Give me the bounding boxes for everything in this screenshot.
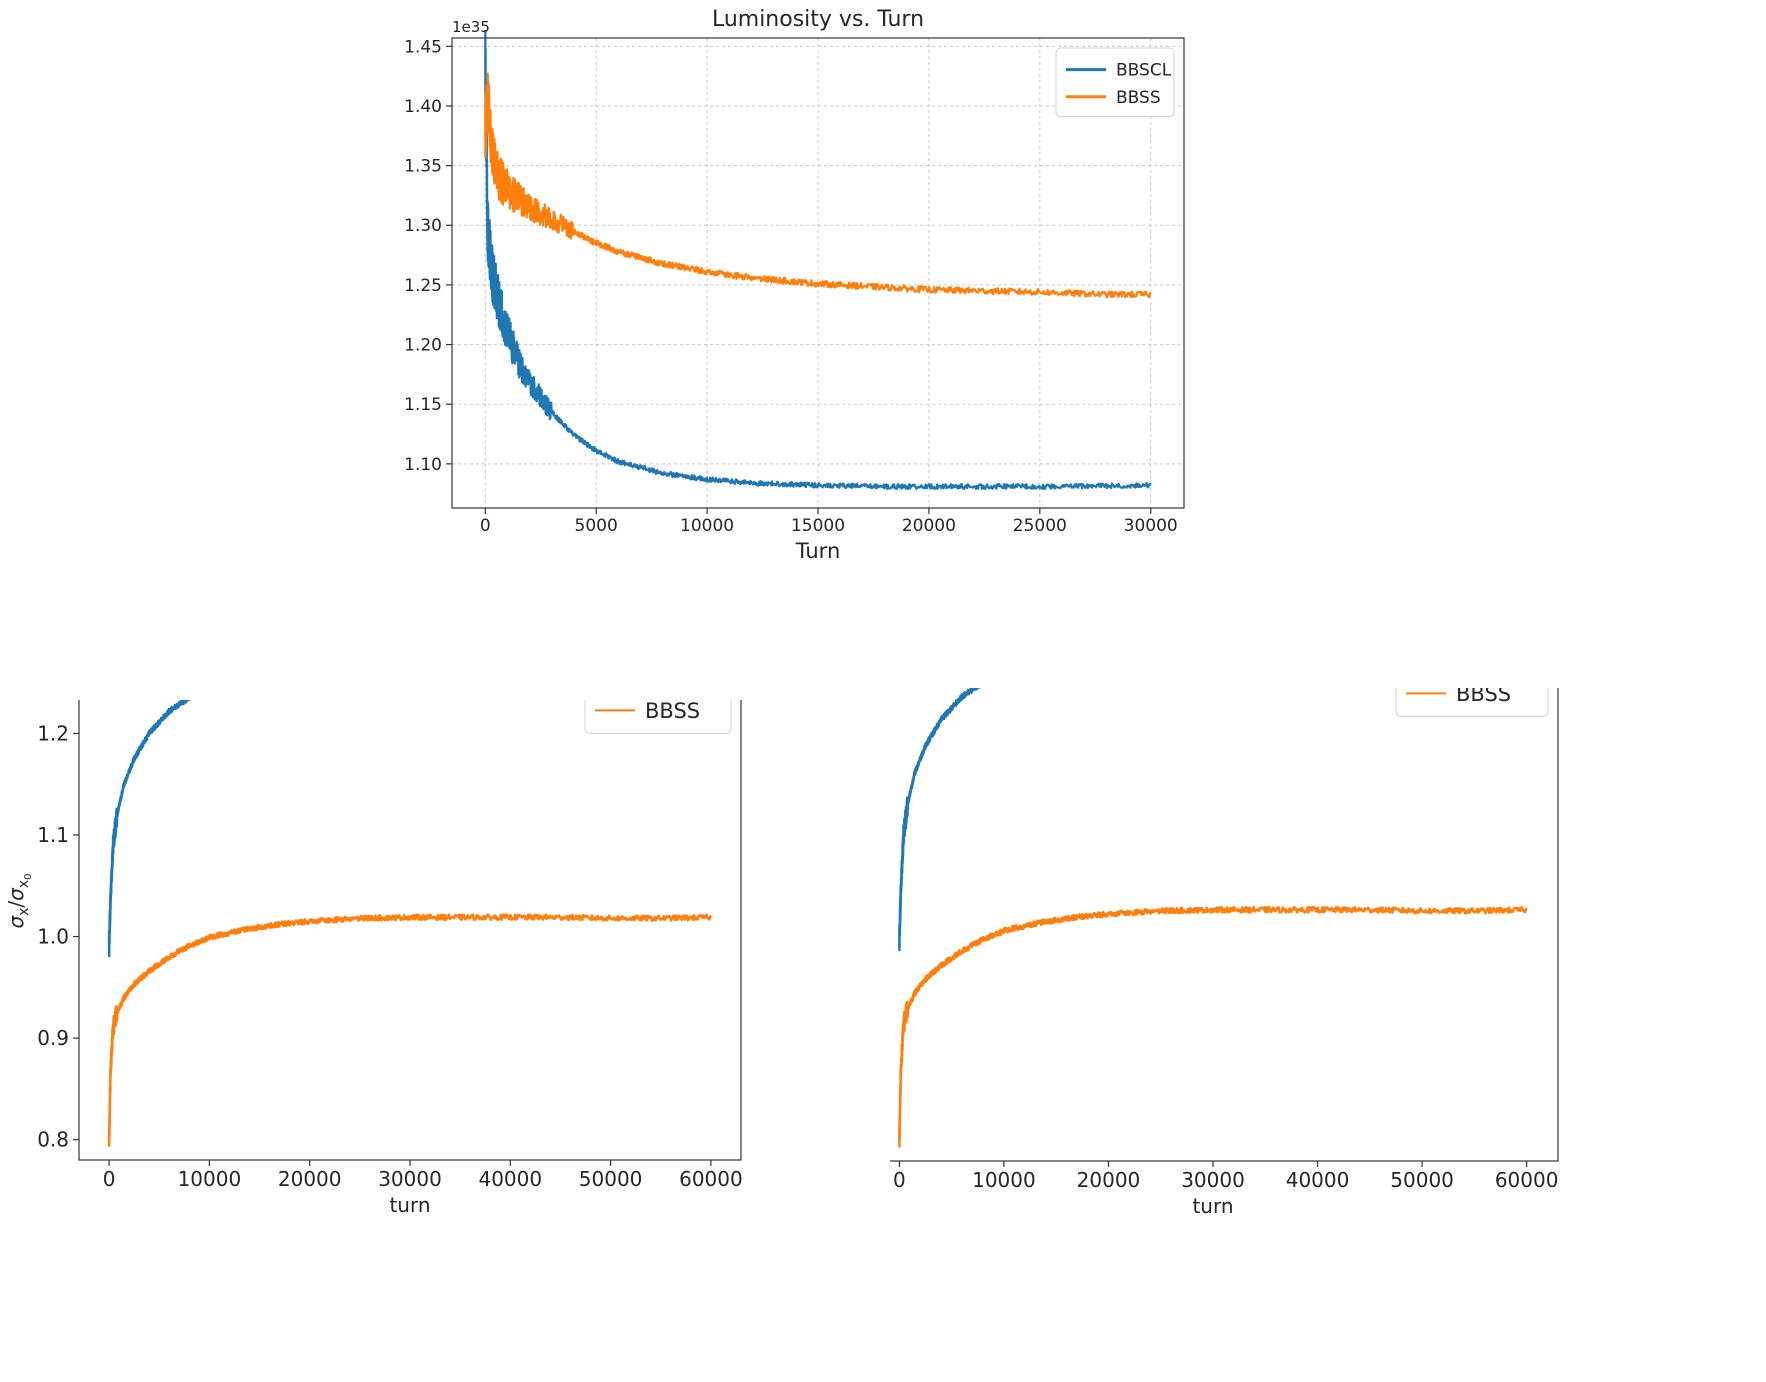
x-tick-label: 30000 <box>1181 1168 1245 1192</box>
x-tick-label: 0 <box>480 516 491 536</box>
x-tick-label: 50000 <box>579 1167 643 1191</box>
x-tick-label: 0 <box>103 1167 116 1191</box>
luminosity-chart: 0 5000 10000 15000 20000 25000 30000 1.10 1.15 1.… <box>404 7 1185 563</box>
y-tick-label: 1.40 <box>404 97 442 117</box>
x-tick-label: 30000 <box>378 1167 442 1191</box>
legend-box <box>1055 47 1175 117</box>
y-tick-label: 1.2 <box>37 721 69 745</box>
y-tick-label: 0.9 <box>37 1026 69 1050</box>
x-tick-label: 20000 <box>1077 1168 1141 1192</box>
x-tick-label: 10000 <box>178 1167 242 1191</box>
y-tick-label: 1.20 <box>404 336 442 356</box>
y-tick-label: 1.45 <box>404 37 442 57</box>
x-tick-label: 20000 <box>278 1167 342 1191</box>
legend-label-bbss: BBSS <box>1456 688 1511 706</box>
x-axis-label: turn <box>389 1193 430 1217</box>
legend-box <box>1395 688 1549 717</box>
chart-title: Luminosity vs. Turn <box>712 7 924 32</box>
series-line-bbscl <box>107 700 192 958</box>
x-tick-label: 40000 <box>478 1167 542 1191</box>
x-axis-label: turn <box>1192 1194 1233 1218</box>
x-tick-label: 40000 <box>1286 1168 1350 1192</box>
y-tick-label: 1.1 <box>37 823 69 847</box>
x-tick-label: 15000 <box>791 516 845 536</box>
series-line-bbss <box>107 913 713 1148</box>
y-tick-label: 1.30 <box>404 216 442 236</box>
grid-lines <box>452 38 1184 508</box>
series-line-bbss <box>484 72 1152 299</box>
y-tick-label: 1.15 <box>404 395 442 415</box>
plot-frame <box>78 700 742 1161</box>
y-tick-label: 1.35 <box>404 157 442 177</box>
series-line-bbscl <box>898 688 981 952</box>
plot-frame <box>890 688 1559 1162</box>
y-axis-label: σx/σx0 <box>4 873 34 928</box>
x-tick-label: 10000 <box>972 1168 1036 1192</box>
sigma-y-chart: 01000020000300004000050000600000.80.91.0… <box>890 688 1559 1218</box>
x-axis-label: Turn <box>795 539 841 563</box>
y-offset-label: 1e35 <box>452 18 490 36</box>
legend-label-bbss: BBSS <box>645 700 700 723</box>
y-tick-label: 1.0 <box>37 925 69 949</box>
legend: BBSCL BBSS <box>1055 47 1175 117</box>
x-tick-label: 20000 <box>902 516 956 536</box>
legend-label-bbss: BBSS <box>1116 88 1161 108</box>
legend-box <box>584 700 732 734</box>
y-tick-label: 1.10 <box>404 455 442 475</box>
x-tick-label: 25000 <box>1013 516 1067 536</box>
x-tick-label: 60000 <box>1495 1168 1559 1192</box>
series-line-bbss <box>898 905 1528 1148</box>
series-line-bbscl <box>484 29 1152 490</box>
x-tick-label: 60000 <box>679 1167 743 1191</box>
x-tick-label: 5000 <box>575 516 618 536</box>
sigma-x-chart: 0 10000 20000 30000 40000 50000 60000 0.8 0.9 1.0… <box>4 700 743 1217</box>
y-tick-label: 1.25 <box>404 276 442 296</box>
x-tick-label: 0 <box>893 1168 906 1192</box>
y-tick-label: 0.8 <box>37 1128 69 1152</box>
legend-label-bbscl: BBSCL <box>1116 61 1172 81</box>
x-tick-label: 30000 <box>1124 516 1178 536</box>
x-tick-label: 50000 <box>1390 1168 1454 1192</box>
x-tick-label: 10000 <box>680 516 734 536</box>
